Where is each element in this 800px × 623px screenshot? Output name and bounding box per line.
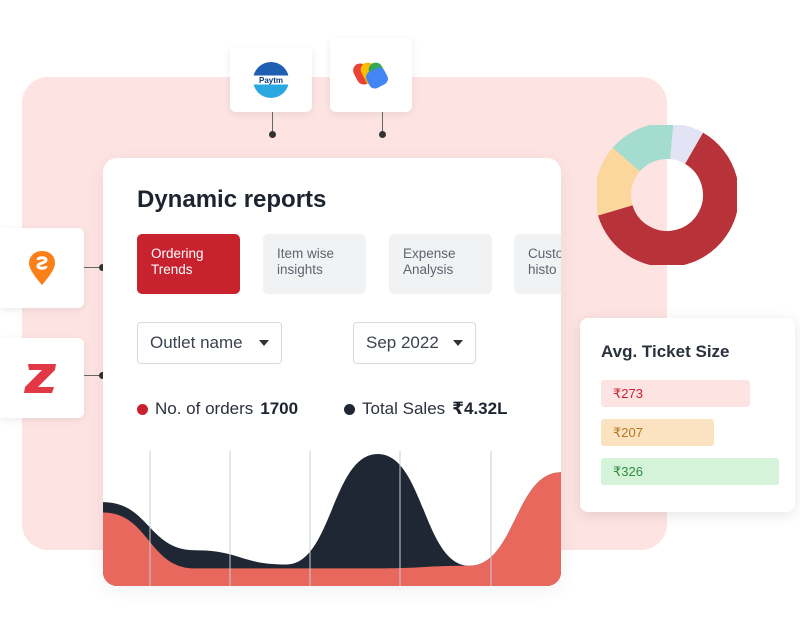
google-pay-connector — [382, 112, 383, 133]
sales-metric-value: ₹4.32L — [452, 399, 508, 418]
google-pay-connector-dot — [379, 131, 386, 138]
paytm-icon: Paytm — [253, 62, 289, 98]
paytm-text: Paytm — [258, 75, 283, 85]
total-sales-area — [103, 454, 561, 586]
zomato-connector-dot — [99, 372, 106, 379]
sales-metric: Total Sales ₹4.32L — [344, 399, 507, 419]
swiggy-connector — [84, 267, 104, 268]
google-pay-logo-card — [330, 38, 412, 112]
orders-metric: No. of orders 1700 — [137, 399, 298, 419]
month-select-value: Sep 2022 — [366, 333, 439, 352]
swiggy-connector-dot — [99, 264, 106, 271]
zomato-connector — [84, 375, 104, 376]
orders-metric-label: No. of orders — [155, 399, 254, 418]
outlet-select-value: Outlet name — [150, 333, 243, 352]
month-select[interactable]: Sep 2022 — [353, 322, 476, 364]
zomato-icon — [24, 364, 56, 393]
outlet-select[interactable]: Outlet name — [137, 322, 282, 364]
ticket-bar-3: ₹326 — [601, 458, 779, 485]
orders-metric-value: 1700 — [260, 399, 299, 418]
chart-gridlines — [149, 451, 492, 586]
tab-ordering-trends[interactable]: Ordering Trends — [137, 234, 240, 294]
tab-item-wise-insights[interactable]: Item wise insights — [263, 234, 366, 294]
swiggy-icon — [29, 251, 55, 285]
ordering-trends-chart — [103, 451, 561, 586]
chevron-down-icon — [259, 340, 269, 346]
donut-segment-2 — [597, 125, 737, 265]
paytm-connector-dot — [269, 131, 276, 138]
donut-segment-4 — [597, 125, 737, 265]
dynamic-reports-card: Dynamic reports Ordering Trends Item wis… — [103, 158, 561, 586]
avg-ticket-size-card: Avg. Ticket Size ₹273 ₹207 ₹326 — [580, 318, 795, 512]
swiggy-logo-card — [0, 228, 84, 308]
paytm-logo-card: Paytm — [230, 48, 312, 112]
paytm-connector — [272, 112, 273, 133]
google-pay-icon — [353, 62, 388, 89]
ticket-bar-1: ₹273 — [601, 380, 750, 407]
sales-metric-label: Total Sales — [362, 399, 446, 418]
ticket-bar-2: ₹207 — [601, 419, 714, 446]
report-title: Dynamic reports — [137, 186, 327, 213]
tab-expense-analysis[interactable]: Expense Analysis — [389, 234, 492, 294]
chevron-down-icon — [453, 340, 463, 346]
sales-legend-dot — [344, 403, 355, 415]
ticket-title: Avg. Ticket Size — [601, 342, 730, 361]
tab-customer-history[interactable]: Custo histo — [514, 234, 561, 294]
distribution-donut — [597, 125, 737, 265]
orders-area — [103, 472, 561, 586]
orders-legend-dot — [137, 403, 148, 415]
zomato-logo-card — [0, 338, 84, 418]
